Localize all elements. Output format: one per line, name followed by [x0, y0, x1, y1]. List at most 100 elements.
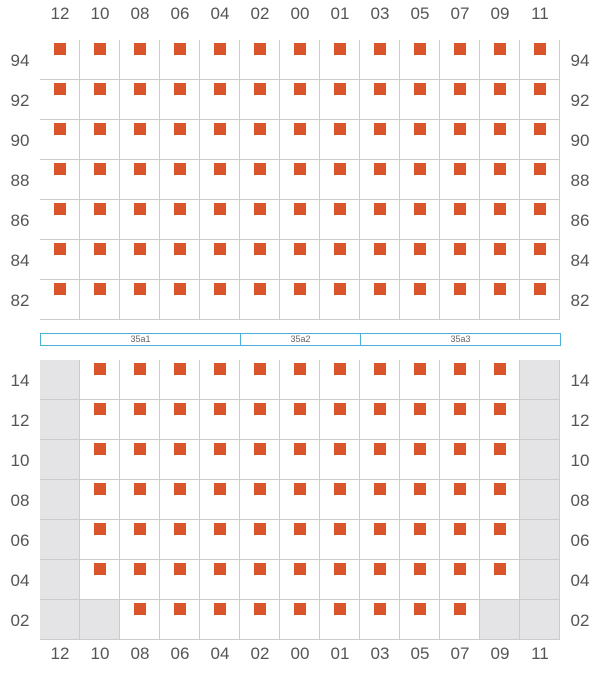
seat-marker[interactable]: [294, 363, 306, 375]
seat-cell[interactable]: [400, 520, 440, 560]
seat-cell[interactable]: [440, 400, 480, 440]
seat-marker[interactable]: [454, 163, 466, 175]
seat-marker[interactable]: [414, 483, 426, 495]
seat-cell[interactable]: [200, 160, 240, 200]
seat-cell[interactable]: [360, 280, 400, 320]
seat-marker[interactable]: [494, 243, 506, 255]
seat-cell[interactable]: [40, 160, 80, 200]
seat-marker[interactable]: [134, 203, 146, 215]
seat-cell[interactable]: [80, 160, 120, 200]
seat-marker[interactable]: [254, 83, 266, 95]
seat-marker[interactable]: [134, 123, 146, 135]
seat-marker[interactable]: [414, 83, 426, 95]
seat-marker[interactable]: [94, 163, 106, 175]
seat-marker[interactable]: [374, 243, 386, 255]
seat-marker[interactable]: [294, 243, 306, 255]
seat-marker[interactable]: [254, 363, 266, 375]
seat-marker[interactable]: [454, 363, 466, 375]
seat-marker[interactable]: [414, 43, 426, 55]
seat-marker[interactable]: [414, 563, 426, 575]
seat-cell[interactable]: [400, 80, 440, 120]
seat-marker[interactable]: [534, 243, 546, 255]
seat-cell[interactable]: [320, 480, 360, 520]
seat-marker[interactable]: [374, 283, 386, 295]
seat-cell[interactable]: [440, 280, 480, 320]
seat-cell[interactable]: [440, 560, 480, 600]
seat-cell[interactable]: [480, 80, 520, 120]
seat-cell[interactable]: [120, 600, 160, 640]
seat-cell[interactable]: [440, 200, 480, 240]
seat-cell[interactable]: [320, 200, 360, 240]
seat-marker[interactable]: [374, 403, 386, 415]
seat-marker[interactable]: [254, 603, 266, 615]
seat-cell[interactable]: [40, 80, 80, 120]
seat-marker[interactable]: [374, 483, 386, 495]
seat-cell[interactable]: [360, 200, 400, 240]
seat-cell[interactable]: [200, 360, 240, 400]
seat-cell[interactable]: [40, 120, 80, 160]
seat-marker[interactable]: [454, 283, 466, 295]
seat-marker[interactable]: [334, 563, 346, 575]
seat-marker[interactable]: [494, 83, 506, 95]
seat-cell[interactable]: [320, 80, 360, 120]
seat-cell[interactable]: [80, 120, 120, 160]
seat-cell[interactable]: [160, 240, 200, 280]
seat-cell[interactable]: [280, 80, 320, 120]
seat-marker[interactable]: [534, 283, 546, 295]
seat-cell[interactable]: [400, 240, 440, 280]
seat-marker[interactable]: [214, 283, 226, 295]
seat-marker[interactable]: [214, 483, 226, 495]
seat-marker[interactable]: [254, 123, 266, 135]
seat-marker[interactable]: [334, 403, 346, 415]
seat-cell[interactable]: [280, 400, 320, 440]
seat-cell[interactable]: [120, 240, 160, 280]
seat-cell[interactable]: [520, 240, 560, 280]
seat-marker[interactable]: [134, 523, 146, 535]
seat-marker[interactable]: [374, 123, 386, 135]
seat-marker[interactable]: [494, 43, 506, 55]
seat-marker[interactable]: [174, 523, 186, 535]
seat-marker[interactable]: [294, 483, 306, 495]
seat-cell[interactable]: [240, 560, 280, 600]
seat-marker[interactable]: [334, 283, 346, 295]
seat-marker[interactable]: [534, 83, 546, 95]
seat-marker[interactable]: [334, 443, 346, 455]
seat-cell[interactable]: [200, 480, 240, 520]
seat-marker[interactable]: [174, 403, 186, 415]
seat-cell[interactable]: [480, 200, 520, 240]
seat-marker[interactable]: [454, 243, 466, 255]
seat-marker[interactable]: [494, 363, 506, 375]
seat-cell[interactable]: [160, 200, 200, 240]
seat-marker[interactable]: [54, 43, 66, 55]
seat-cell[interactable]: [80, 520, 120, 560]
seat-cell[interactable]: [360, 120, 400, 160]
seat-cell[interactable]: [320, 560, 360, 600]
seat-marker[interactable]: [94, 403, 106, 415]
section-bar-35a3[interactable]: 35a3: [360, 333, 561, 346]
seat-marker[interactable]: [534, 203, 546, 215]
seat-marker[interactable]: [134, 243, 146, 255]
seat-cell[interactable]: [160, 480, 200, 520]
seat-marker[interactable]: [134, 443, 146, 455]
seat-cell[interactable]: [240, 160, 280, 200]
seat-marker[interactable]: [334, 83, 346, 95]
seat-cell[interactable]: [320, 120, 360, 160]
seat-cell[interactable]: [160, 120, 200, 160]
seat-marker[interactable]: [414, 123, 426, 135]
seat-cell[interactable]: [400, 280, 440, 320]
seat-cell[interactable]: [360, 440, 400, 480]
seat-cell[interactable]: [200, 560, 240, 600]
seat-cell[interactable]: [280, 480, 320, 520]
seat-cell[interactable]: [440, 480, 480, 520]
seat-marker[interactable]: [374, 163, 386, 175]
seat-cell[interactable]: [400, 160, 440, 200]
seat-cell[interactable]: [280, 200, 320, 240]
seat-cell[interactable]: [320, 40, 360, 80]
seat-cell[interactable]: [480, 560, 520, 600]
seat-cell[interactable]: [480, 440, 520, 480]
seat-marker[interactable]: [414, 283, 426, 295]
seat-cell[interactable]: [520, 80, 560, 120]
seat-cell[interactable]: [80, 440, 120, 480]
seat-marker[interactable]: [334, 203, 346, 215]
seat-cell[interactable]: [400, 200, 440, 240]
